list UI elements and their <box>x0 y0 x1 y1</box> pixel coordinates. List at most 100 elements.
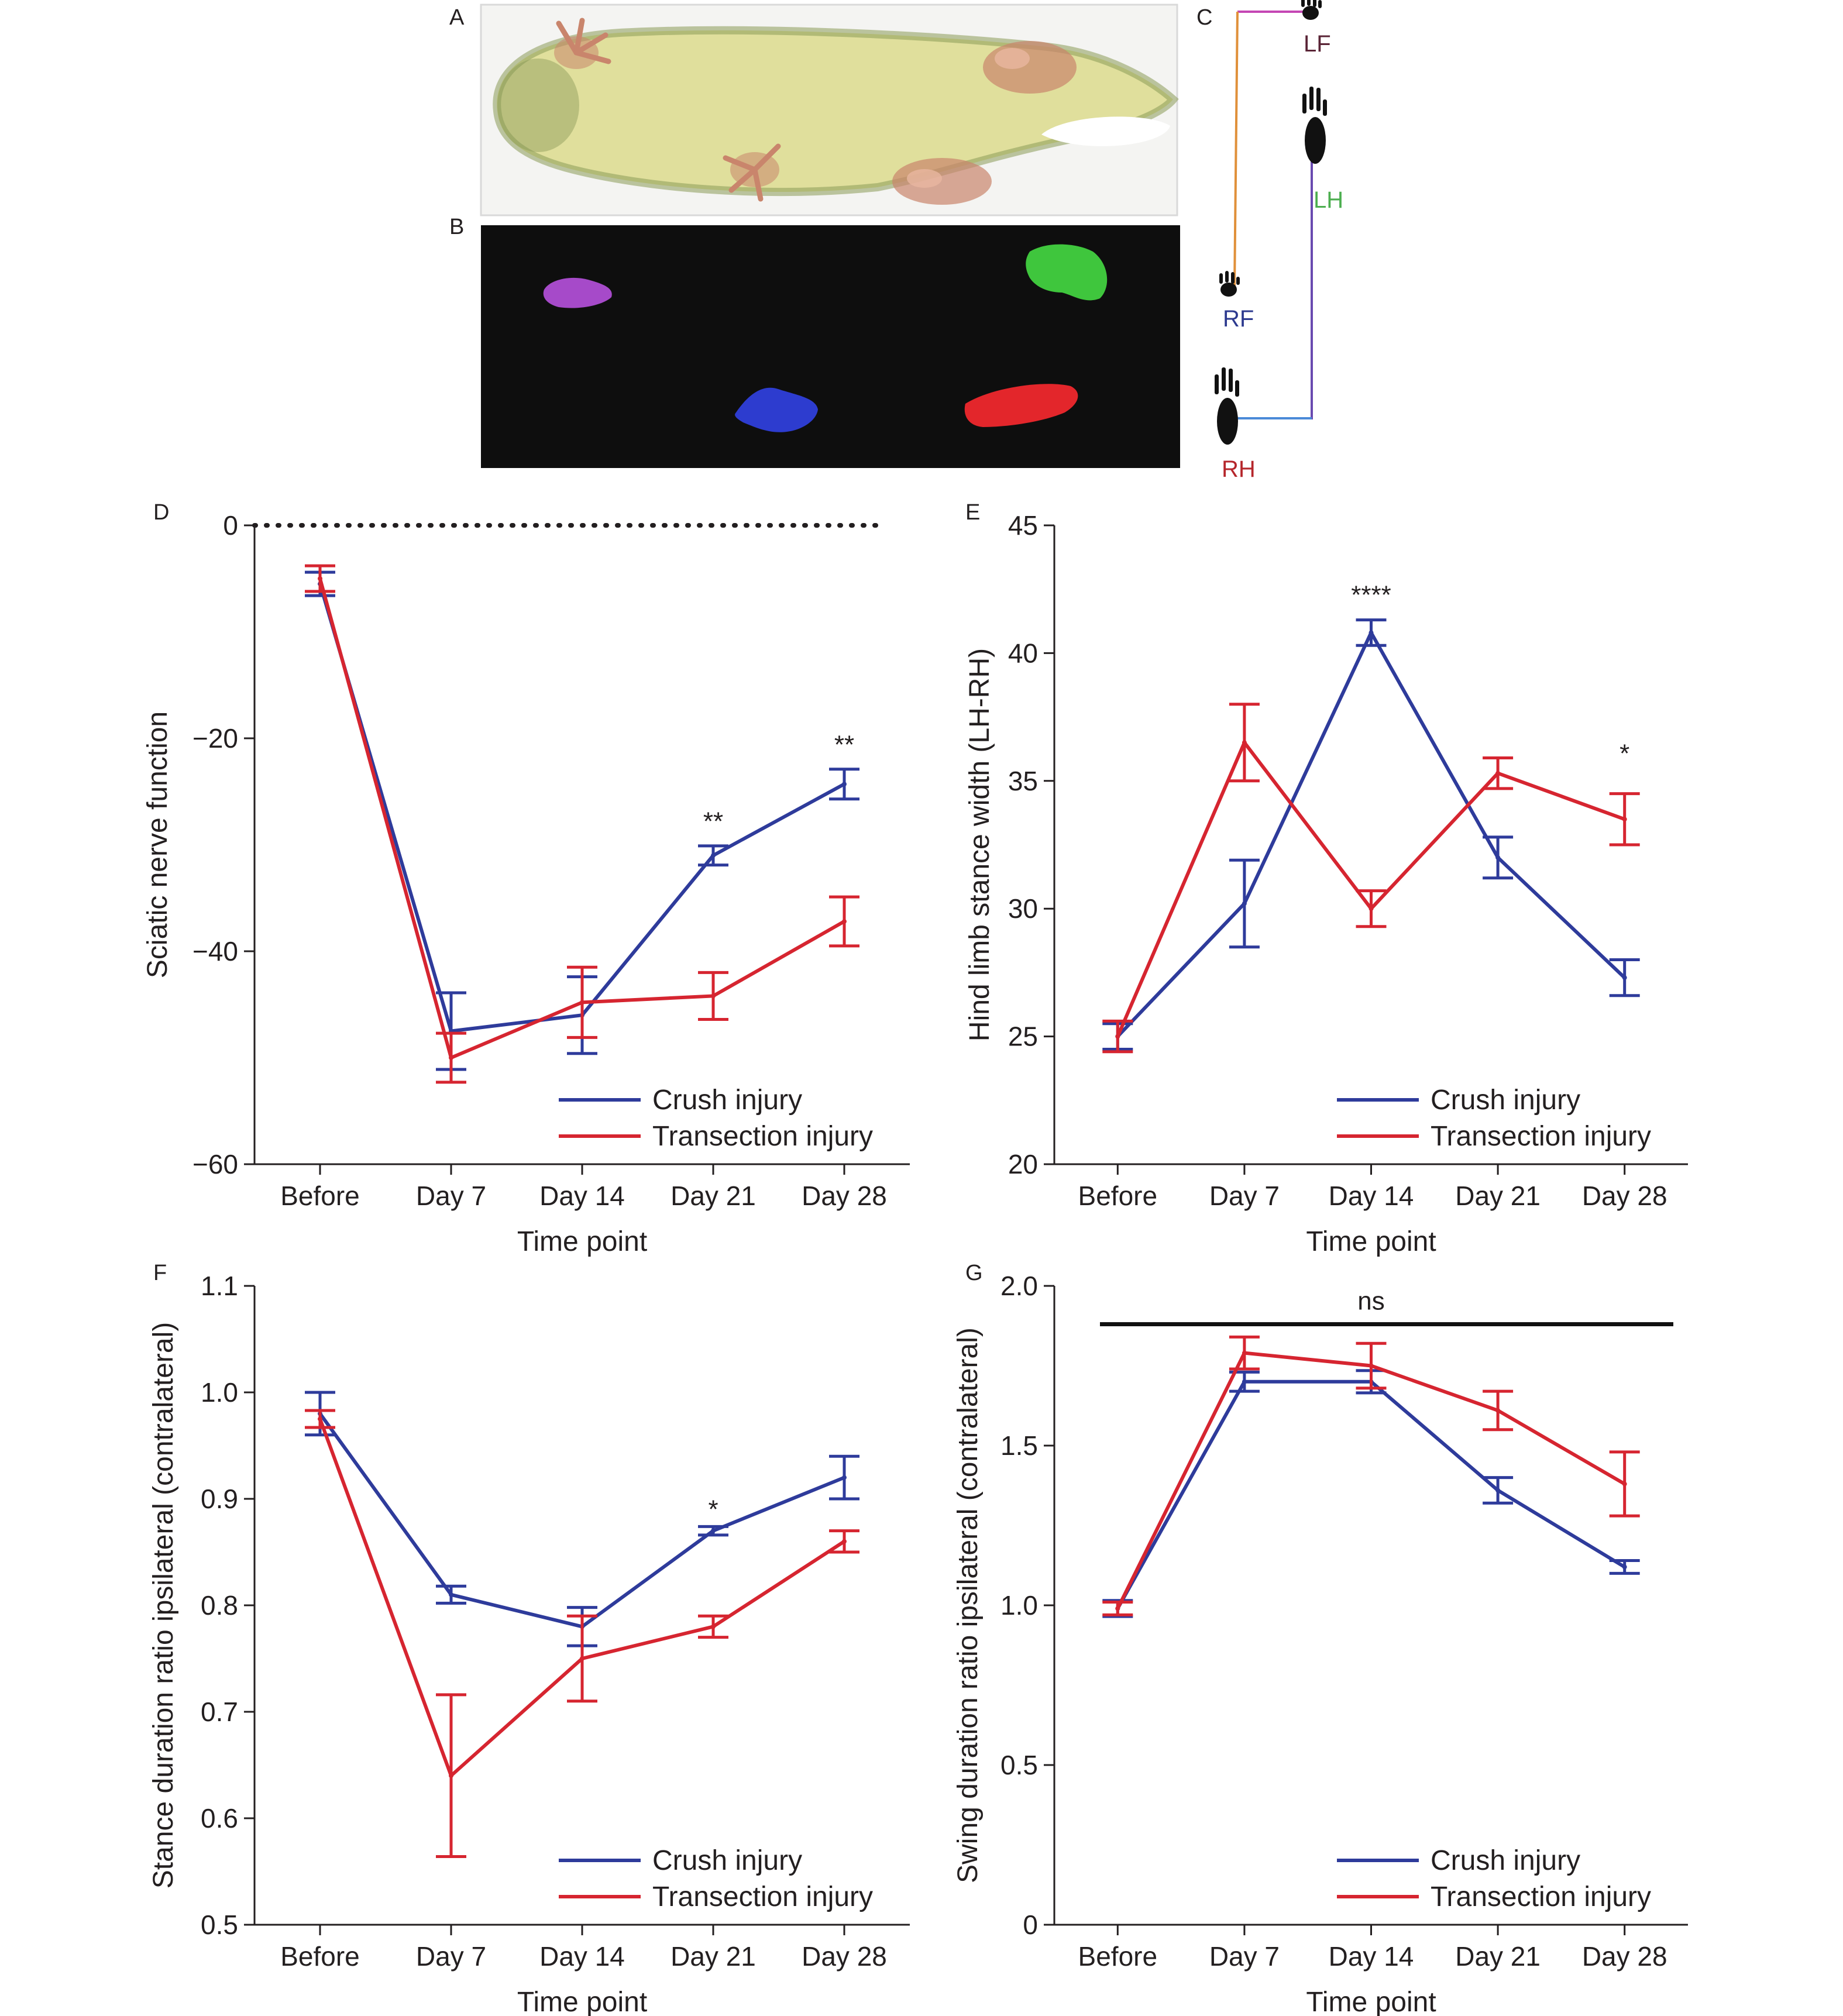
x-axis-title: Time point <box>1306 1226 1436 1257</box>
panel-c: C <box>1196 0 1343 482</box>
x-tick-label: Day 14 <box>1329 1941 1414 1972</box>
data-point-crush <box>1242 901 1247 906</box>
data-point-transection <box>580 1000 584 1005</box>
legend-label-crush: Crush injury <box>1431 1845 1580 1876</box>
label-rh: RH <box>1222 456 1256 482</box>
y-tick-label: 1.5 <box>1000 1430 1038 1461</box>
data-point-transection <box>318 1416 322 1422</box>
legend-label-transection: Transection injury <box>1431 1121 1651 1152</box>
y-tick-label: 0.7 <box>201 1697 238 1727</box>
legend-label-transection: Transection injury <box>652 1881 873 1912</box>
panel-label: D <box>153 500 169 525</box>
y-tick-label: 1.0 <box>201 1377 238 1408</box>
data-point-transection <box>318 576 322 581</box>
rat-tail-mask <box>1041 116 1170 146</box>
data-point-transection <box>711 1624 716 1629</box>
x-tick-label: Day 7 <box>416 1181 486 1211</box>
y-tick-label: 1.1 <box>201 1271 238 1301</box>
y-tick-label: 40 <box>1008 638 1038 668</box>
data-point-transection <box>711 993 716 999</box>
x-tick-label: Day 7 <box>416 1941 486 1972</box>
data-point-crush <box>1495 1488 1501 1493</box>
panel-label: F <box>153 1261 167 1285</box>
x-tick-label: Before <box>1078 1941 1158 1972</box>
panel-c-label: C <box>1196 5 1212 30</box>
paw-lh-photo <box>983 41 1077 94</box>
paw-print-icon <box>1215 0 1327 445</box>
data-point-crush <box>711 1528 716 1533</box>
label-lf: LF <box>1304 31 1331 57</box>
y-tick-label: −20 <box>192 723 238 754</box>
data-point-transection <box>449 1055 453 1060</box>
lh-paw-icon <box>1302 87 1327 164</box>
y-tick-label: −60 <box>192 1149 238 1179</box>
legend-label-crush: Crush injury <box>652 1085 802 1116</box>
significance-mark: * <box>1619 739 1629 768</box>
significance-mark: **** <box>1351 581 1391 610</box>
y-tick-label: 30 <box>1008 893 1038 924</box>
y-tick-label: 0.5 <box>1000 1750 1038 1780</box>
print-rf <box>735 387 818 432</box>
panel-label: E <box>965 500 980 525</box>
x-tick-label: Day 28 <box>1582 1181 1667 1211</box>
trace-lh-rh <box>1233 140 1313 419</box>
data-point-crush <box>842 1475 847 1480</box>
y-tick-label: 0.8 <box>201 1590 238 1621</box>
x-tick-label: Day 14 <box>1329 1181 1414 1211</box>
data-point-transection <box>842 1539 847 1544</box>
significance-mark: ** <box>834 730 854 759</box>
paw-lf-photo <box>554 18 611 69</box>
chart-panel-d: D 0 −20 −40 −60 Before Day 7 Day 14 Day 21 Day 28… <box>142 500 910 1257</box>
x-tick-label: Day 14 <box>539 1181 625 1211</box>
y-axis-title: Sciatic nerve function <box>142 711 173 978</box>
x-tick-label: Before <box>280 1941 360 1972</box>
y-tick-label: 0.5 <box>201 1910 238 1940</box>
x-tick-label: Before <box>280 1181 360 1211</box>
paw-rf-photo <box>723 143 781 202</box>
data-point-crush <box>1495 855 1501 860</box>
legend-label-transection: Transection injury <box>652 1121 873 1152</box>
print-rh <box>964 384 1078 427</box>
data-point-transection <box>449 1773 453 1778</box>
rf-paw-icon <box>1219 271 1240 297</box>
x-tick-label: Day 28 <box>1582 1941 1667 1972</box>
label-lh: LH <box>1314 187 1343 213</box>
data-point-transection <box>1369 906 1374 911</box>
y-tick-label: 0.6 <box>201 1803 238 1833</box>
x-tick-label: Day 14 <box>539 1941 625 1972</box>
rat-head-shadow <box>497 59 579 152</box>
panel-a: A <box>449 4 1179 216</box>
rat-photo <box>480 4 1179 216</box>
y-tick-label: 2.0 <box>1000 1271 1038 1301</box>
x-tick-label: Day 28 <box>802 1941 887 1972</box>
x-tick-label: Day 21 <box>1455 1181 1541 1211</box>
y-tick-label: 35 <box>1008 766 1038 796</box>
y-axis-title: Hind limb stance width (LH-RH) <box>964 648 995 1041</box>
data-point-crush <box>1622 975 1627 981</box>
y-tick-label: 0 <box>1023 1910 1038 1940</box>
x-tick-label: Before <box>1078 1181 1158 1211</box>
y-axis-title: Swing duration ratio ipsilateral (contra… <box>953 1327 984 1883</box>
x-tick-label: Day 7 <box>1209 1941 1280 1972</box>
x-axis-title: Time point <box>517 1226 647 1257</box>
ns-label: ns <box>1357 1287 1384 1316</box>
x-tick-label: Day 21 <box>1455 1941 1541 1972</box>
data-point-transection <box>1369 1363 1374 1368</box>
y-tick-label: 0 <box>223 510 238 541</box>
data-point-transection <box>1622 1481 1627 1487</box>
data-point-transection <box>1115 1606 1120 1611</box>
y-tick-label: −40 <box>192 936 238 966</box>
series-line-crush <box>1116 631 1626 1038</box>
data-point-transection <box>842 919 847 924</box>
x-tick-label: Day 21 <box>671 1181 756 1211</box>
series-line-crush <box>318 1412 845 1629</box>
panel-b-label: B <box>449 215 464 239</box>
panel-label: G <box>965 1261 983 1285</box>
panel-a-label: A <box>449 5 465 30</box>
x-tick-label: Day 21 <box>671 1941 756 1972</box>
trace-lf-rf <box>1233 11 1239 287</box>
data-point-crush <box>842 782 847 787</box>
print-lf <box>543 277 612 308</box>
label-rf: RF <box>1223 306 1254 332</box>
y-tick-label: 25 <box>1008 1021 1038 1052</box>
